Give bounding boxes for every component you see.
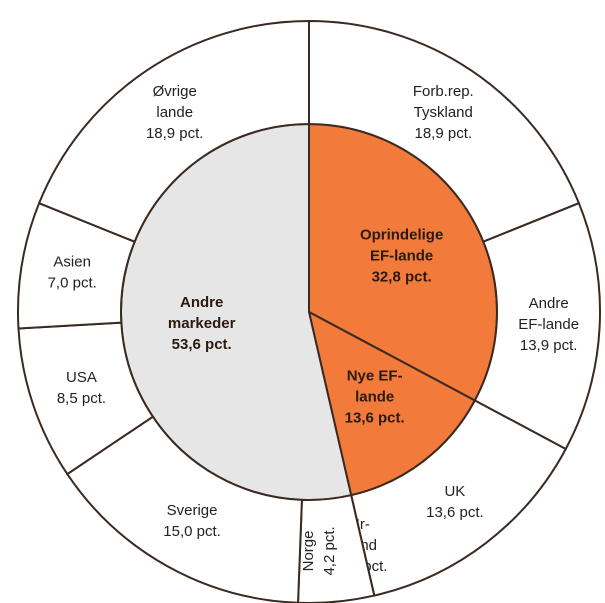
slice-label: 53,6 pct. <box>172 336 232 353</box>
slice-label: 13,9 pct. <box>520 337 578 354</box>
slice-label: Asien <box>53 253 91 270</box>
slice-label: 8,5 pct. <box>57 390 106 407</box>
slice-label: Nye EF- <box>347 368 403 385</box>
slice-label: Oprindelige <box>360 226 443 243</box>
slice-label: Sverige <box>167 502 218 519</box>
slice-label: 4,2 pct. <box>321 526 338 575</box>
slice-label: USA <box>66 369 97 386</box>
slice-label: 13,6 pct. <box>345 410 405 427</box>
slice-label: lande <box>156 104 193 121</box>
slice-label: 15,0 pct. <box>163 523 221 540</box>
slice-label: 18,9 pct. <box>415 125 473 142</box>
slice-label: 18,9 pct. <box>146 125 204 142</box>
slice-label: 13,6 pct. <box>426 504 484 521</box>
slice-label: Øvrige <box>153 83 197 100</box>
slice-label: UK <box>444 483 465 500</box>
slice-label: Forb.rep. <box>413 83 474 100</box>
slice-label: EF-lande <box>518 316 579 333</box>
outer-slice <box>308 19 581 243</box>
outer-slice <box>37 19 310 243</box>
slice-label: EF-lande <box>370 247 433 264</box>
slice-label: Norge <box>300 531 317 572</box>
slice-label: Andre <box>529 295 569 312</box>
slice-label: Tyskland <box>414 104 473 121</box>
slice-label: 32,8 pct. <box>372 268 432 285</box>
slice-label: lande <box>355 389 394 406</box>
slice-label: Andre <box>180 294 223 311</box>
slice-label: markeder <box>168 315 236 332</box>
slice-label: 7,0 pct. <box>48 274 97 291</box>
